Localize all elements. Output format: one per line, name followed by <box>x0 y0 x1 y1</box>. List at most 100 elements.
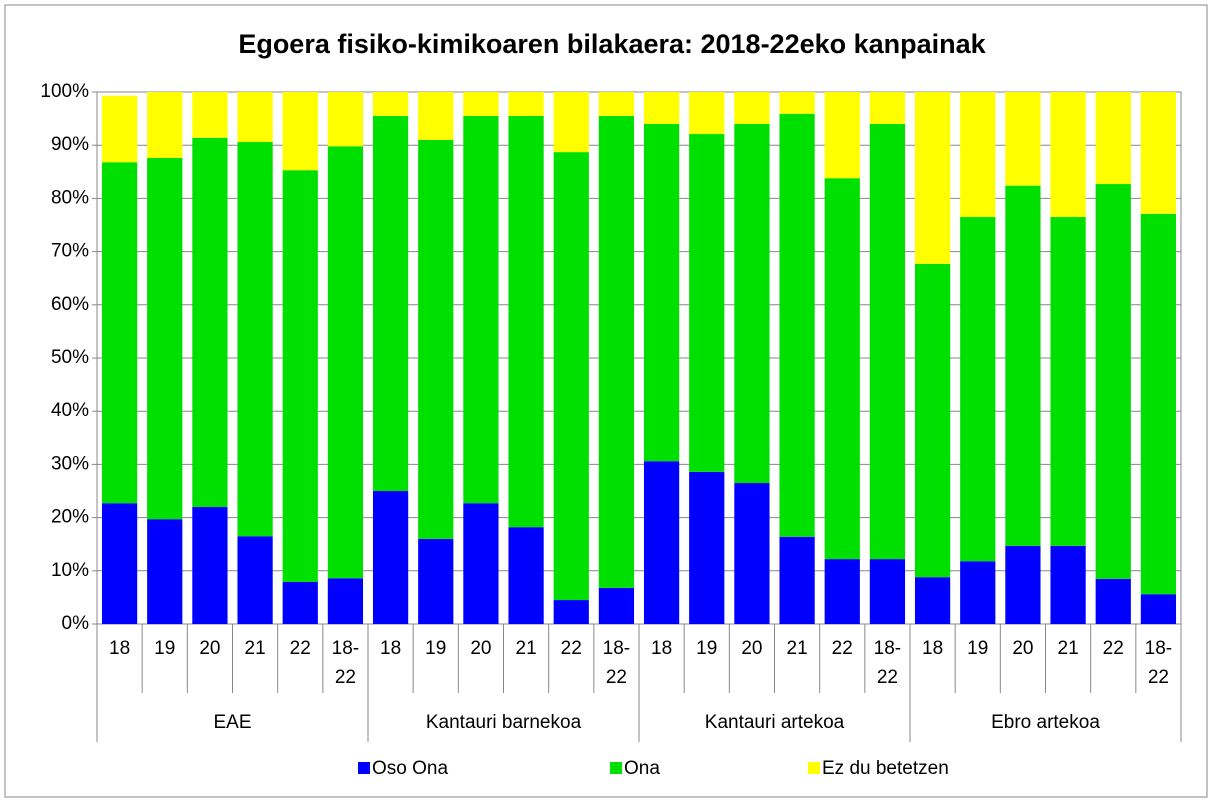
x-tick-label: 22 <box>831 638 853 659</box>
legend-label: Ona <box>624 758 660 779</box>
bar-segment <box>282 170 318 582</box>
y-tick-label: 100% <box>40 81 89 102</box>
bar-segment <box>598 587 635 624</box>
legend-label: Oso Ona <box>372 758 448 779</box>
bar-segment <box>1140 92 1177 214</box>
legend-swatch <box>808 762 820 774</box>
y-tick-label: 20% <box>51 507 89 528</box>
bar-segment <box>824 178 860 560</box>
x-group-label: EAE <box>213 712 252 733</box>
bar-segment <box>508 115 544 528</box>
y-tick-label: 80% <box>51 187 89 208</box>
bar-segment <box>643 461 680 624</box>
x-tick-label: 22 <box>289 638 311 659</box>
bar-segment <box>418 92 454 140</box>
x-tick-label: 21 <box>244 638 266 659</box>
bar-segment <box>689 92 725 135</box>
x-group-label: Kantauri artekoa <box>704 712 845 733</box>
legend-swatch <box>610 762 622 774</box>
bar-segment <box>327 578 364 624</box>
x-tick-label: 22 <box>1102 638 1124 659</box>
bar-segment <box>960 217 996 562</box>
x-tick-label: 19 <box>696 638 718 659</box>
y-tick-label: 90% <box>51 134 89 155</box>
y-tick-label: 60% <box>51 294 89 315</box>
x-tick-label: 20 <box>741 638 763 659</box>
x-tick-label: 21 <box>515 638 537 659</box>
bar-segment <box>372 92 409 116</box>
x-tick-label: 19 <box>425 638 447 659</box>
bar-segment <box>1095 92 1131 185</box>
bar-segment <box>372 115 409 491</box>
bar-segment <box>237 536 273 624</box>
bar-segment <box>824 559 860 624</box>
bar-segment <box>598 92 635 116</box>
bar-segment <box>779 113 815 537</box>
bar-segment <box>327 146 364 579</box>
bar-segment <box>960 92 996 218</box>
bar-segment <box>914 577 951 624</box>
bar-segment <box>463 503 499 624</box>
bar-segment <box>869 559 906 624</box>
bar-segment <box>689 134 725 472</box>
bar-segment <box>101 95 138 163</box>
bar-segment <box>598 115 635 588</box>
bar-segment <box>147 519 183 624</box>
y-tick-label: 50% <box>51 347 89 368</box>
bar-segment <box>508 527 544 624</box>
bar-segment <box>824 92 860 179</box>
x-tick-label: 18-22 <box>1144 638 1173 688</box>
bar-segment <box>1050 545 1086 624</box>
x-tick-label: 22 <box>560 638 582 659</box>
y-tick-label: 0% <box>62 613 90 634</box>
x-tick-label: 18 <box>651 638 673 659</box>
bar-segment <box>147 92 183 158</box>
bar-segment <box>869 92 906 124</box>
bar-segment <box>372 491 409 624</box>
bar-segment <box>553 600 589 624</box>
bar-segment <box>1005 545 1041 624</box>
bar-segment <box>463 115 499 504</box>
bar-segment <box>553 92 589 153</box>
bar-segment <box>1005 92 1041 186</box>
x-tick-label: 19 <box>154 638 176 659</box>
bar-segment <box>101 503 138 624</box>
bar-segment <box>282 92 318 171</box>
x-tick-label: 20 <box>199 638 221 659</box>
x-tick-label: 19 <box>967 638 989 659</box>
bar-segment <box>147 157 183 520</box>
bar-segment <box>418 538 454 624</box>
bar-segment <box>1005 185 1041 546</box>
bar-segment <box>101 162 138 504</box>
legend-swatch <box>358 762 370 774</box>
bar-segment <box>914 263 951 578</box>
bar-segment <box>192 92 228 138</box>
legend-label: Ez du betetzen <box>822 758 949 779</box>
bar-segment <box>1140 213 1177 595</box>
bar-segment <box>553 152 589 601</box>
x-tick-label: 18-22 <box>331 638 360 688</box>
bar-segment <box>508 92 544 116</box>
bar-segment <box>734 123 770 484</box>
bar-segment <box>463 92 499 116</box>
bar-segment <box>1140 594 1177 624</box>
y-tick-label: 30% <box>51 453 89 474</box>
bar-segment <box>869 123 906 560</box>
bar-segment <box>237 142 273 537</box>
x-group-label: Kantauri barnekoa <box>425 712 582 733</box>
x-tick-label: 20 <box>1012 638 1034 659</box>
bar-segment <box>1095 578 1131 624</box>
chart-title: Egoera fisiko-kimikoaren bilakaera: 2018… <box>238 29 986 59</box>
x-tick-label: 18 <box>380 638 402 659</box>
bar-segment <box>734 92 770 124</box>
bar-segment <box>779 92 815 114</box>
bar-segment <box>914 92 951 264</box>
bar-segment <box>779 536 815 624</box>
bar-segment <box>237 92 273 143</box>
bar-segment <box>960 561 996 624</box>
bar-segment <box>282 581 318 624</box>
x-tick-label: 21 <box>1057 638 1079 659</box>
bar-segment <box>643 123 680 462</box>
